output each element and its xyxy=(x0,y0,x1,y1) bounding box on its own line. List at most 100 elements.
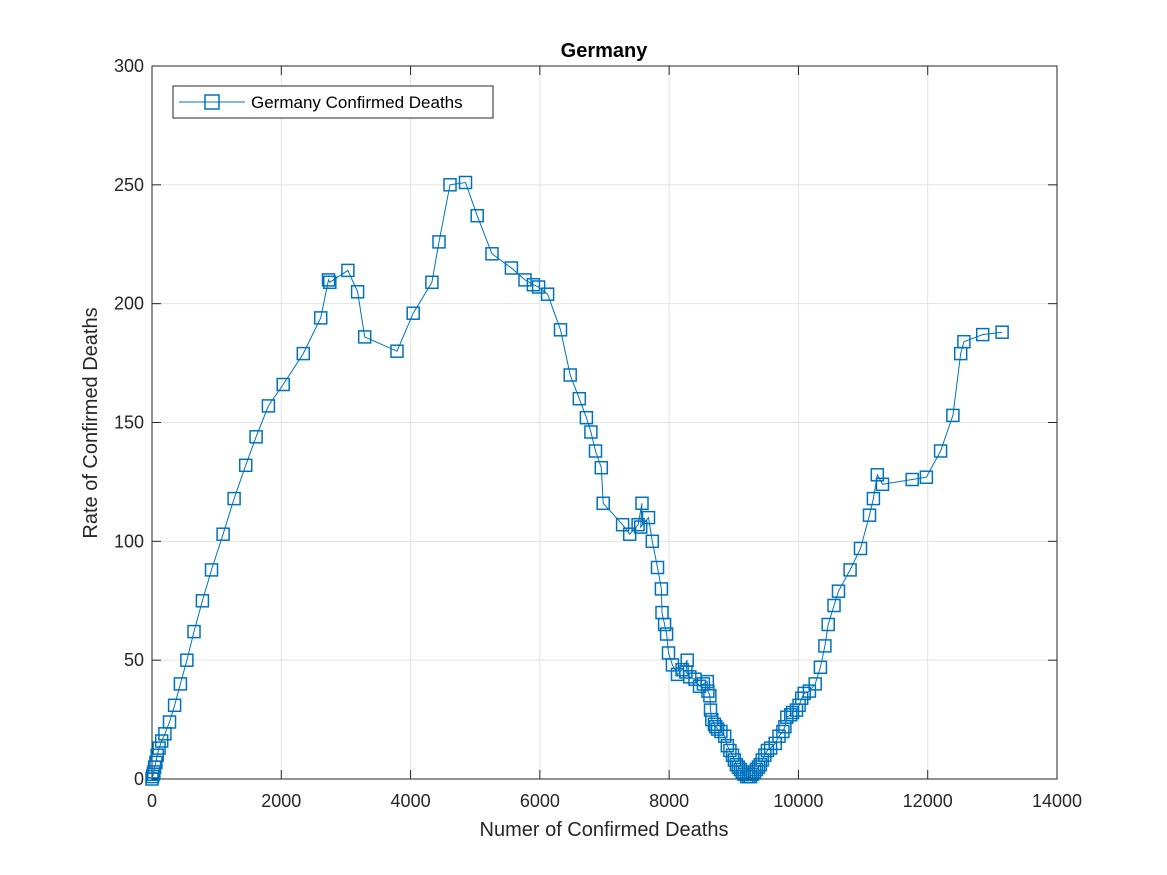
x-tick-label: 14000 xyxy=(1032,791,1082,811)
data-point-marker xyxy=(579,410,594,425)
series-layer xyxy=(145,175,1009,786)
data-point-marker xyxy=(710,722,725,736)
data-point-marker xyxy=(763,741,778,755)
data-point-marker xyxy=(843,563,857,577)
data-point-marker xyxy=(853,541,868,556)
data-point-marker xyxy=(794,691,809,705)
data-point-marker xyxy=(701,684,715,698)
data-point-marker xyxy=(631,517,645,532)
data-point-marker xyxy=(504,261,519,275)
data-point-marker xyxy=(149,755,163,770)
data-point-marker xyxy=(594,460,609,475)
x-axis-title: Numer of Confirmed Deaths xyxy=(480,819,729,841)
data-point-marker xyxy=(635,496,649,511)
data-point-marker xyxy=(180,653,194,667)
data-point-marker xyxy=(584,425,598,439)
data-point-marker xyxy=(531,280,546,294)
data-point-marker xyxy=(341,263,355,278)
y-axis-title: Rate of Confirmed Deaths xyxy=(80,307,102,538)
data-point-marker xyxy=(563,368,577,382)
y-tick-label: 150 xyxy=(114,413,144,433)
data-point-marker xyxy=(227,491,241,506)
ticks: 0 2000 4000 6000 8000 10000 12000 14000 0 50 100 15… xyxy=(114,56,1082,811)
x-tick-label: 8000 xyxy=(649,791,689,811)
data-point-marker xyxy=(870,468,885,482)
data-point-marker xyxy=(654,582,669,596)
data-point-marker xyxy=(679,665,693,679)
grid xyxy=(152,66,1057,779)
data-point-marker xyxy=(717,729,732,743)
data-point-marker xyxy=(933,444,948,458)
data-point-marker xyxy=(195,594,210,608)
data-point-marker xyxy=(714,724,728,739)
x-tick-label: 10000 xyxy=(773,791,823,811)
data-point-marker xyxy=(390,344,404,358)
x-tick-label: 6000 xyxy=(520,791,560,811)
data-point-marker xyxy=(957,334,971,349)
data-point-marker xyxy=(443,178,457,192)
data-point-marker xyxy=(703,689,717,703)
data-point-marker xyxy=(321,273,336,287)
data-point-marker xyxy=(946,408,960,423)
data-point-marker xyxy=(831,584,846,598)
data-point-marker xyxy=(827,598,841,613)
data-point-marker xyxy=(975,327,990,342)
data-point-marker xyxy=(866,491,881,506)
chart-title: Germany xyxy=(561,40,649,62)
data-point-marker xyxy=(540,287,555,301)
data-point-marker xyxy=(173,677,188,691)
y-tick-label: 250 xyxy=(114,175,144,195)
data-point-marker xyxy=(216,527,230,541)
data-point-marker xyxy=(588,444,603,458)
data-point-marker xyxy=(760,743,775,758)
data-point-marker xyxy=(350,285,365,299)
data-point-marker xyxy=(768,736,782,751)
legend-marker-icon xyxy=(204,94,220,110)
data-point-marker xyxy=(905,472,919,487)
data-point-marker xyxy=(572,391,587,406)
y-tick-label: 200 xyxy=(114,294,144,314)
data-point-marker xyxy=(675,662,689,677)
y-tick-label: 300 xyxy=(114,56,144,76)
data-point-marker xyxy=(657,617,672,632)
x-tick-label: 2000 xyxy=(261,791,301,811)
data-point-marker xyxy=(723,743,737,758)
data-point-marker xyxy=(683,670,697,684)
data-point-marker xyxy=(862,508,877,522)
y-tick-label: 100 xyxy=(114,531,144,551)
data-point-marker xyxy=(313,311,328,325)
data-point-marker xyxy=(154,734,169,748)
data-point-marker xyxy=(797,686,811,701)
data-point-marker xyxy=(692,679,707,694)
data-point-marker xyxy=(261,399,276,413)
data-point-marker xyxy=(596,496,610,511)
data-point-marker xyxy=(708,719,723,734)
data-point-marker xyxy=(152,741,166,755)
data-point-marker xyxy=(204,563,219,577)
data-point-marker xyxy=(645,534,660,549)
data-point-marker xyxy=(553,323,568,337)
data-point-marker xyxy=(821,617,835,632)
data-point-marker xyxy=(323,275,337,290)
data-point-marker xyxy=(187,624,201,639)
data-point-marker xyxy=(808,677,822,691)
data-point-marker xyxy=(776,724,790,739)
data-point-marker xyxy=(470,208,484,223)
data-point-marker xyxy=(526,277,541,292)
y-tick-label: 0 xyxy=(134,769,144,789)
data-point-marker xyxy=(659,627,674,641)
x-tick-label: 4000 xyxy=(391,791,431,811)
data-point-marker xyxy=(518,273,532,287)
data-point-marker xyxy=(622,527,637,541)
data-point-marker xyxy=(755,753,769,767)
data-point-marker xyxy=(615,517,630,532)
data-point-marker xyxy=(703,703,718,717)
data-point-marker xyxy=(818,639,832,653)
data-point-marker xyxy=(633,520,648,534)
data-point-marker xyxy=(162,715,177,729)
data-point-marker xyxy=(249,430,263,444)
data-point-marker xyxy=(406,306,420,320)
data-point-marker xyxy=(357,330,372,344)
data-point-marker xyxy=(919,470,934,484)
